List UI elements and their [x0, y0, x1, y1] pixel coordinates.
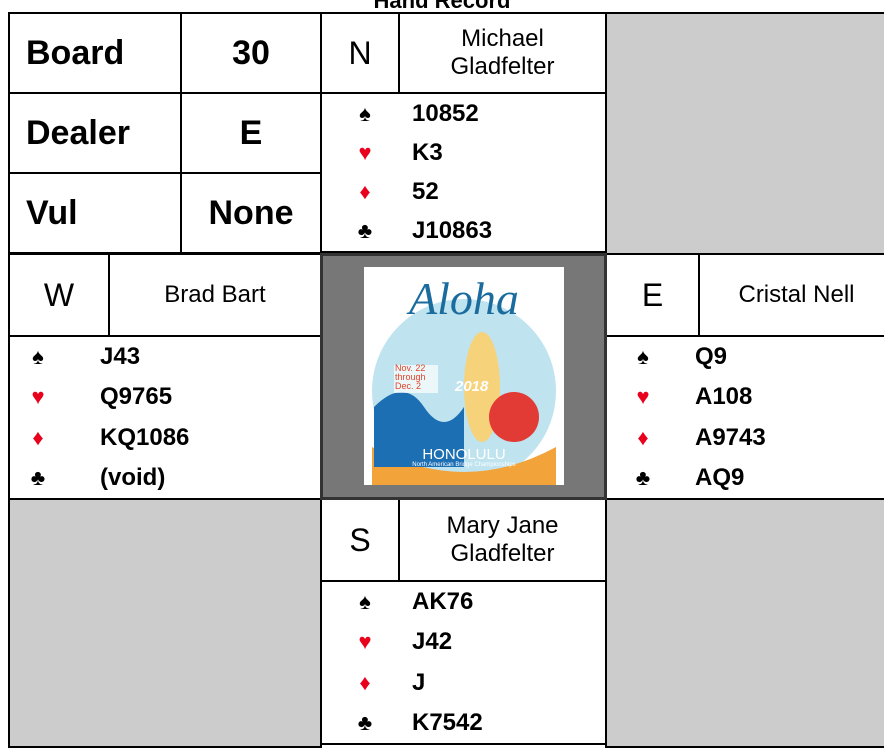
suit-symbol: ♠: [32, 344, 44, 370]
suit-symbol: ♣: [357, 218, 373, 244]
seat: S: [320, 498, 400, 582]
cards: KQ1086: [100, 423, 190, 451]
suit-symbol: ♥: [636, 384, 650, 410]
logo-city: HONOLULU: [422, 446, 506, 463]
cards: J43: [100, 343, 141, 371]
seat: N: [320, 12, 400, 94]
board-value: 30: [180, 12, 322, 94]
cards: K7542: [412, 708, 483, 736]
empty-cell: [8, 498, 322, 748]
suit-symbol: ♥: [31, 384, 45, 410]
suit-symbol: ♦: [32, 424, 44, 450]
suit-symbol: ♣: [357, 709, 373, 735]
player-name: Mary Jane Gladfelter: [398, 498, 607, 582]
cards: (void): [100, 463, 166, 491]
suit-symbol: ♠: [359, 589, 371, 615]
board-value: E: [180, 92, 322, 174]
empty-cell: [605, 12, 884, 255]
suit-symbol: ♦: [359, 669, 371, 695]
board-label: Dealer: [8, 92, 182, 174]
cards: J42: [412, 628, 453, 656]
cards: AQ9: [695, 463, 745, 491]
cards: AK76: [412, 588, 474, 616]
title: Hand Record: [373, 0, 511, 13]
suit-symbol: ♠: [359, 100, 371, 126]
board-label: Board: [8, 12, 182, 94]
suit-symbol: ♠: [637, 344, 649, 370]
suit-symbol: ♥: [358, 139, 372, 165]
player-name: Brad Bart: [108, 253, 322, 337]
player-name: Cristal Nell: [698, 253, 884, 337]
seat: E: [605, 253, 700, 337]
cards: K3: [412, 138, 443, 166]
suit-symbol: ♦: [359, 179, 371, 205]
seat: W: [8, 253, 110, 337]
suit-symbol: ♦: [637, 424, 649, 450]
logo-dates: Nov. 22 through Dec. 2: [395, 363, 426, 391]
cards: Q9: [695, 343, 728, 371]
cards: J10863: [412, 217, 493, 245]
logo: [364, 267, 564, 485]
cards: 52: [412, 178, 439, 206]
hand-cell: [320, 92, 607, 253]
suit-symbol: ♣: [635, 464, 651, 490]
logo-year: 2018: [455, 378, 489, 395]
logo-art: [372, 299, 556, 485]
cards: 10852: [412, 99, 479, 127]
cards: Q9765: [100, 383, 173, 411]
cards: A108: [695, 383, 753, 411]
board-label: Vul: [8, 172, 182, 254]
cards: A9743: [695, 423, 766, 451]
player-name: Michael Gladfelter: [398, 12, 607, 94]
suit-symbol: ♥: [358, 629, 372, 655]
suit-symbol: ♣: [30, 464, 46, 490]
cards: J: [412, 668, 426, 696]
logo-script: Aloha: [409, 273, 519, 324]
board-value: None: [180, 172, 322, 254]
empty-cell: [605, 498, 884, 748]
logo-event: North American Bridge Championships: [412, 462, 516, 468]
